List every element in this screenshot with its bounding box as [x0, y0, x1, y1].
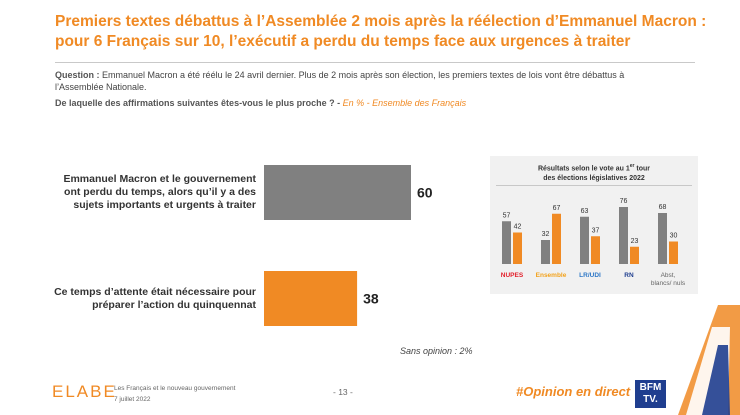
inset-bar-value-2-2: 67 [553, 205, 561, 212]
title-line-1: Premiers textes débattus à l’Assemblée 2… [55, 13, 707, 30]
inset-bar-value-4-2: 23 [631, 238, 639, 245]
inset-category-label-2: Ensemble [536, 272, 567, 279]
inset-bar-3-2 [591, 236, 600, 264]
inset-bar-value-4-1: 76 [620, 198, 628, 205]
inset-bar-value-1-1: 57 [503, 212, 511, 219]
title-divider [55, 62, 695, 63]
inset-bar-3-1 [580, 216, 589, 264]
bfmtv-logo-line-2: TV. [643, 394, 658, 405]
question-text: Question : Emmanuel Macron a été réélu l… [55, 69, 695, 93]
main-bar-label-1-line-2: ont perdu du temps, alors qu’il y a des [64, 186, 256, 198]
main-bar-label-2: Ce temps d’attente était nécessaire pour… [46, 286, 256, 312]
inset-title-line-2: des élections législatives 2022 [543, 175, 645, 183]
question-scope: En % - Ensemble des Français [342, 98, 467, 108]
inset-bar-value-5-1: 68 [659, 204, 667, 211]
inset-bar-value-5-2: 30 [670, 233, 678, 240]
main-bar-value-2: 38 [363, 291, 379, 307]
main-bar-label-1-line-1: Emmanuel Macron et le gouvernement [63, 173, 256, 185]
page-number: - 13 - [333, 387, 353, 397]
elabe-logo: ELABE [52, 382, 117, 401]
decorative-a-shape [678, 305, 740, 415]
inset-bar-value-1-2: 42 [514, 224, 522, 231]
inset-category-label-5-line-1: Abst, [661, 272, 676, 279]
inset-chart-panel: Résultats selon le vote au 1er tour des … [490, 156, 698, 294]
inset-bar-5-1 [658, 213, 667, 264]
main-bar-label-1-line-3: sujets importants et urgents à traiter [73, 199, 256, 211]
main-bar-label-2-line-1: Ce temps d’attente était nécessaire pour [54, 285, 256, 298]
inset-chart-title: Résultats selon le vote au 1er tour des … [490, 161, 698, 184]
main-bar-label-2-line-2: préparer l’action du quinquennat [92, 298, 256, 311]
inset-divider [496, 185, 692, 186]
inset-bar-value-2-1: 32 [542, 231, 550, 238]
main-bar-label-1: Emmanuel Macron et le gouvernement ont pe… [46, 173, 256, 212]
inset-bar-4-2 [630, 246, 639, 264]
inset-bar-1-2 [513, 232, 522, 264]
no-opinion-note: Sans opinion : 2% [400, 346, 473, 356]
inset-title-part-2: tour [634, 165, 651, 173]
inset-title-part-1: Résultats selon le vote au 1 [537, 165, 630, 173]
main-bar-value-1: 60 [417, 185, 433, 201]
inset-bar-2-1 [541, 240, 550, 264]
inset-bar-2-2 [552, 213, 561, 264]
main-bar-2 [264, 271, 358, 326]
question-prompt: De laquelle des affirmations suivantes ê… [55, 98, 466, 108]
inset-bar-1-1 [502, 221, 511, 264]
inset-bar-value-3-1: 63 [581, 208, 589, 215]
bfmtv-logo-line-1: BFM [639, 382, 662, 393]
footer-subtitle: Les Français et le nouveau gouvernement [114, 385, 236, 392]
inset-title-sup: er [629, 163, 635, 169]
inset-bar-value-3-2: 37 [592, 227, 600, 234]
title-line-2: pour 6 Français sur 10, l’exécutif a per… [55, 33, 631, 50]
inset-category-label-1: NUPES [501, 272, 524, 279]
question-line-2: l’Assemblée Nationale. [55, 82, 147, 92]
question-label: Question : [55, 70, 100, 80]
inset-bar-5-2 [669, 241, 678, 264]
inset-bar-4-1 [619, 207, 628, 264]
footer-date: 7 juillet 2022 [114, 396, 151, 403]
hashtag: #Opinion en direct [516, 384, 631, 399]
page-title: Premiers textes débattus à l’Assemblée 2… [55, 12, 725, 52]
question-line-1: Emmanuel Macron a été réélu le 24 avril … [102, 70, 625, 80]
bfmtv-logo: BFM TV. [635, 380, 666, 408]
inset-category-label-4: RN [624, 272, 634, 279]
main-bar-1 [264, 165, 411, 220]
inset-category-label-3: LR/UDI [579, 272, 601, 279]
inset-category-label-5-line-2: blancs/ nuls [651, 280, 686, 287]
question-prompt-text: De laquelle des affirmations suivantes ê… [55, 98, 341, 108]
